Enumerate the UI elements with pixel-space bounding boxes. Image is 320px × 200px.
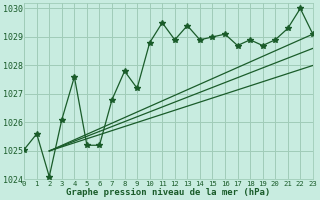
X-axis label: Graphe pression niveau de la mer (hPa): Graphe pression niveau de la mer (hPa) xyxy=(66,188,271,197)
